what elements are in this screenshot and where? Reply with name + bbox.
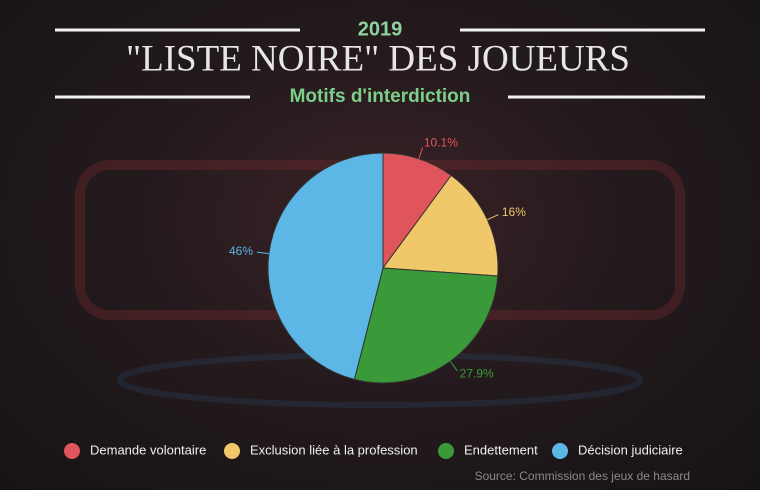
- legend-marker: [224, 443, 240, 459]
- chart-subtitle: Motifs d'interdiction: [290, 86, 471, 107]
- legend-label: Exclusion liée à la profession: [250, 442, 418, 457]
- legend-marker: [552, 443, 568, 459]
- leader-line: [256, 251, 269, 255]
- leader-line: [418, 147, 424, 159]
- legend-label: Demande volontaire: [90, 442, 206, 457]
- leader-line: [487, 214, 499, 221]
- source: Source: Commission des jeux de hasard: [475, 469, 690, 483]
- data-label: 27.9%: [460, 366, 494, 380]
- pie-slice: [267, 152, 384, 380]
- data-label: 10.1%: [424, 136, 458, 150]
- pie-slice: [382, 152, 452, 270]
- year: 2019: [358, 18, 403, 40]
- chart-title: "LISTE NOIRE" DES JOUEURS: [126, 38, 630, 79]
- legend-marker: [438, 443, 454, 459]
- pie-slice: [382, 174, 499, 277]
- legend-marker: [64, 443, 80, 459]
- legend-label: Décision judiciaire: [578, 442, 683, 457]
- pie-slice: [353, 267, 499, 384]
- legend-label: Endettement: [464, 442, 538, 457]
- data-label: 16%: [502, 205, 526, 219]
- data-label: 46%: [229, 244, 253, 258]
- leader-line: [449, 360, 458, 372]
